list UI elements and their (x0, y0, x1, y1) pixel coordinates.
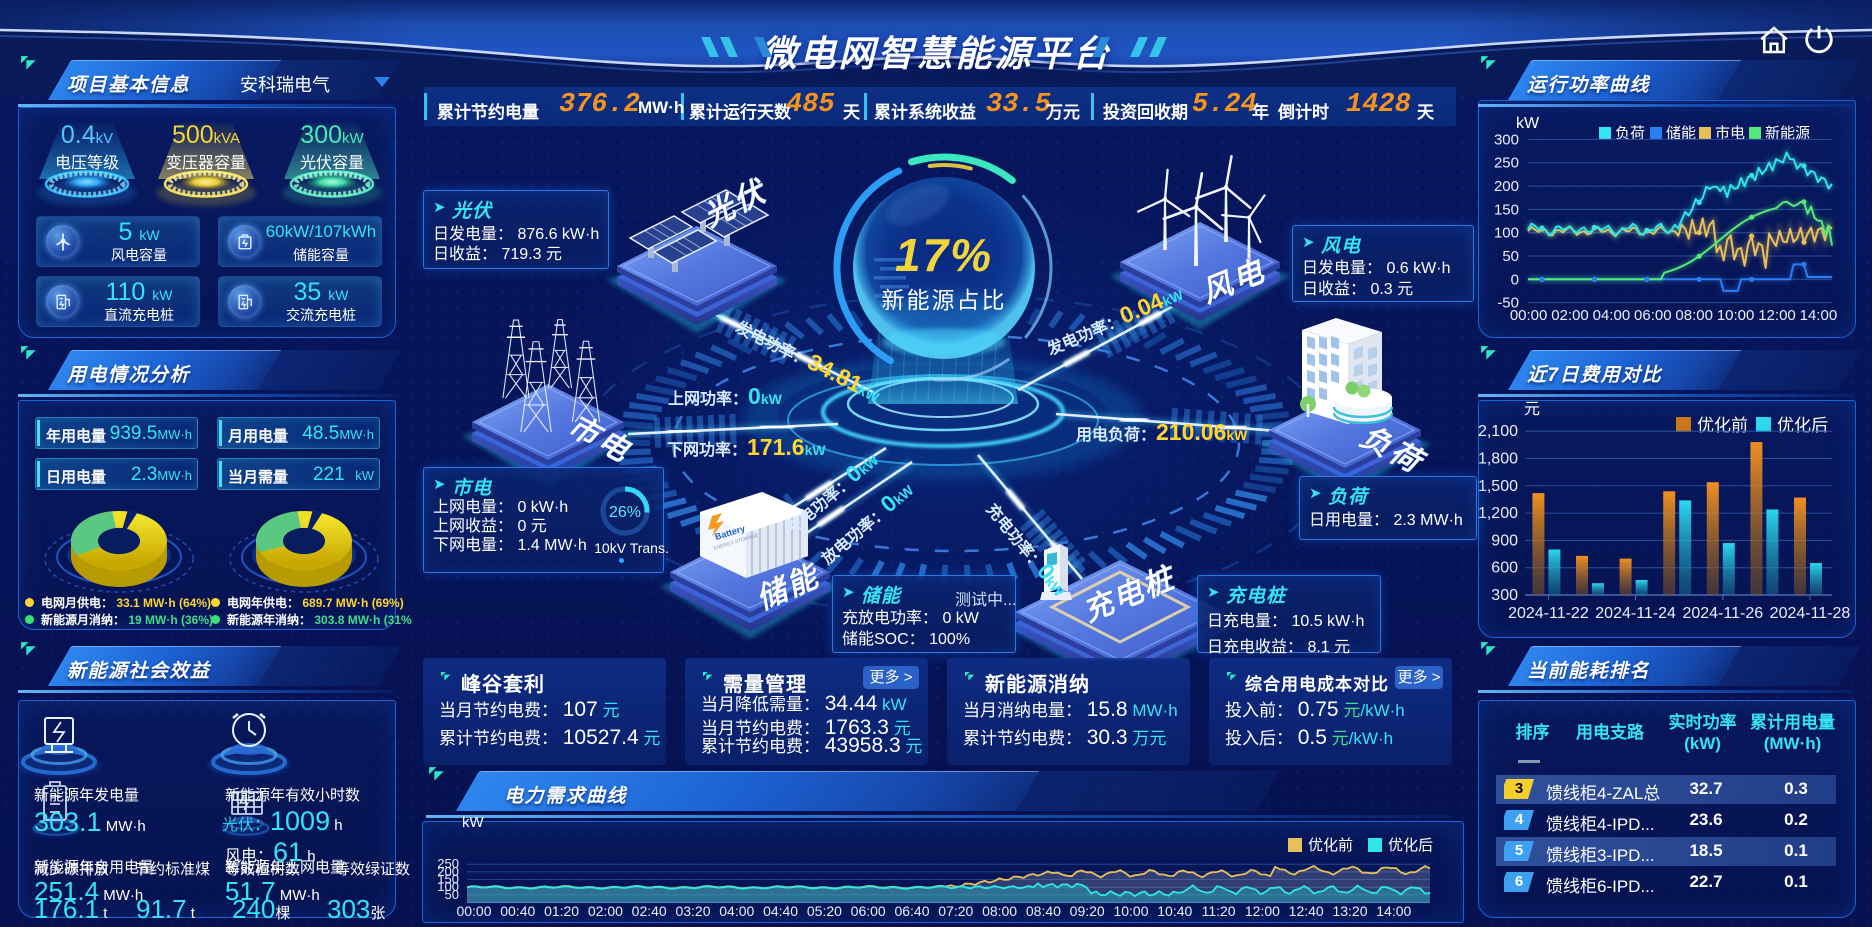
svg-text:05:20: 05:20 (807, 903, 842, 919)
svg-text:200: 200 (1494, 178, 1519, 195)
svg-text:2024-11-24: 2024-11-24 (1595, 605, 1676, 622)
svg-text:负荷: 负荷 (1615, 125, 1645, 142)
svg-text:市电: 市电 (1715, 125, 1745, 142)
svg-text:200: 200 (437, 864, 459, 879)
svg-text:2024-11-28: 2024-11-28 (1770, 605, 1851, 622)
svg-text:09:20: 09:20 (1070, 903, 1105, 919)
svg-text:kW: kW (462, 814, 485, 831)
svg-text:04:00: 04:00 (719, 903, 754, 919)
svg-text:17%: 17% (895, 229, 993, 281)
svg-text:04:00: 04:00 (1593, 307, 1631, 324)
svg-text:300: 300 (1494, 131, 1519, 148)
svg-text:00:40: 00:40 (500, 903, 535, 919)
svg-text:300: 300 (1491, 587, 1518, 604)
svg-text:12:40: 12:40 (1289, 903, 1324, 919)
svg-text:04:40: 04:40 (763, 903, 798, 919)
svg-text:11:20: 11:20 (1202, 903, 1236, 919)
svg-text:26%: 26% (609, 504, 641, 521)
svg-text:1,500: 1,500 (1478, 478, 1518, 495)
svg-text:10:00: 10:00 (1113, 903, 1148, 919)
svg-text:600: 600 (1491, 560, 1518, 577)
svg-text:08:40: 08:40 (1026, 903, 1061, 919)
svg-text:14:00: 14:00 (1800, 307, 1838, 324)
svg-text:250: 250 (437, 856, 459, 871)
svg-text:02:00: 02:00 (588, 903, 623, 919)
svg-text:2,100: 2,100 (1478, 423, 1518, 440)
svg-text:12:00: 12:00 (1245, 903, 1280, 919)
svg-text:13:20: 13:20 (1332, 903, 1367, 919)
svg-text:01:20: 01:20 (544, 903, 579, 919)
svg-text:150: 150 (437, 872, 459, 887)
svg-text:0: 0 (1511, 271, 1519, 288)
svg-text:50: 50 (445, 887, 459, 902)
svg-text:优化前: 优化前 (1308, 837, 1353, 854)
svg-text:06:00: 06:00 (851, 903, 886, 919)
svg-text:02:00: 02:00 (1551, 307, 1589, 324)
svg-text:10:40: 10:40 (1157, 903, 1192, 919)
svg-text:新能源: 新能源 (1765, 125, 1810, 142)
svg-text:新能源占比: 新能源占比 (882, 287, 1007, 313)
svg-text:00:00: 00:00 (456, 903, 491, 919)
svg-text:优化后: 优化后 (1777, 416, 1828, 435)
svg-text:kW: kW (1516, 115, 1540, 132)
svg-text:250: 250 (1494, 155, 1519, 172)
svg-text:08:00: 08:00 (982, 903, 1017, 919)
svg-text:1,200: 1,200 (1478, 505, 1518, 522)
svg-text:1,800: 1,800 (1478, 451, 1518, 468)
svg-text:100: 100 (1494, 225, 1519, 242)
svg-text:150: 150 (1494, 201, 1519, 218)
svg-text:元: 元 (1524, 401, 1540, 418)
svg-text:03:20: 03:20 (675, 903, 710, 919)
svg-text:14:00: 14:00 (1376, 903, 1411, 919)
svg-text:12:00: 12:00 (1758, 307, 1796, 324)
svg-text:02:40: 02:40 (632, 903, 667, 919)
svg-text:50: 50 (1502, 248, 1519, 265)
svg-text:2024-11-26: 2024-11-26 (1682, 605, 1763, 622)
svg-text:900: 900 (1491, 532, 1518, 549)
svg-text:-50: -50 (1497, 295, 1519, 312)
svg-text:储能: 储能 (1666, 125, 1696, 142)
svg-text:08:00: 08:00 (1675, 307, 1713, 324)
svg-text:06:40: 06:40 (894, 903, 929, 919)
svg-text:100: 100 (437, 879, 459, 894)
svg-text:2024-11-22: 2024-11-22 (1508, 605, 1589, 622)
svg-text:优化后: 优化后 (1388, 837, 1433, 854)
svg-text:00:00: 00:00 (1510, 307, 1548, 324)
svg-text:优化前: 优化前 (1697, 416, 1748, 435)
svg-text:07:20: 07:20 (938, 903, 973, 919)
svg-text:10:00: 10:00 (1717, 307, 1755, 324)
svg-text:06:00: 06:00 (1634, 307, 1672, 324)
